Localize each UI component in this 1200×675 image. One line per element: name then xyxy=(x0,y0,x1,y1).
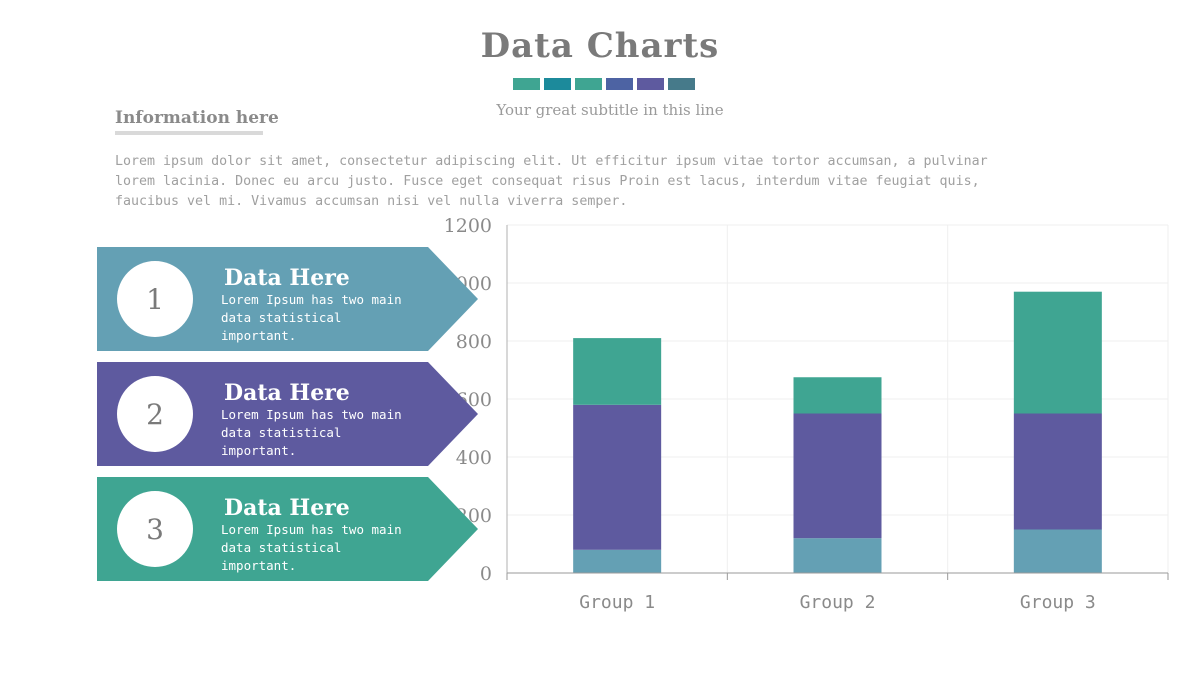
color-swatch xyxy=(668,78,695,90)
y-tick-label: 400 xyxy=(456,447,492,469)
card-title: Data Here xyxy=(224,380,350,406)
bar-segment xyxy=(793,413,882,539)
page-subtitle: Your great subtitle in this line xyxy=(496,101,724,119)
color-swatch xyxy=(606,78,633,90)
card-arrow-shape xyxy=(97,247,478,351)
card-arrow-shape xyxy=(97,477,478,581)
card-description: Lorem Ipsum has two main data statistica… xyxy=(221,292,402,343)
card-number-badge: 1 xyxy=(117,261,193,337)
card-arrow-fill xyxy=(97,477,478,581)
card-arrow-fill xyxy=(97,247,478,351)
y-tick-label: 0 xyxy=(480,563,492,585)
y-tick-label: 1200 xyxy=(444,215,492,237)
color-swatch xyxy=(575,78,602,90)
x-tick-label: Group 1 xyxy=(579,592,655,613)
data-card-2: 2 Data Here Lorem Ipsum has two main dat… xyxy=(97,362,478,466)
bar-segment xyxy=(793,377,882,414)
x-tick-label: Group 2 xyxy=(800,592,876,613)
card-number-badge: 2 xyxy=(117,376,193,452)
info-heading: Information here xyxy=(115,108,279,128)
card-description: Lorem Ipsum has two main data statistica… xyxy=(221,407,402,458)
bar-segment xyxy=(573,338,662,405)
bar-segment xyxy=(1013,413,1102,530)
card-title: Data Here xyxy=(224,265,350,291)
color-swatch xyxy=(544,78,571,90)
card-number-badge: 3 xyxy=(117,491,193,567)
data-card-1: 1 Data Here Lorem Ipsum has two main dat… xyxy=(97,247,478,351)
color-swatch-strip xyxy=(513,78,695,90)
page-title: Data Charts xyxy=(480,26,720,66)
info-body-text: Lorem ipsum dolor sit amet, consectetur … xyxy=(115,154,988,209)
info-heading-underline xyxy=(115,131,263,135)
data-card-3: 3 Data Here Lorem Ipsum has two main dat… xyxy=(97,477,478,581)
x-tick-label: Group 3 xyxy=(1020,592,1096,613)
bar-segment xyxy=(1013,529,1102,573)
y-tick-label: 800 xyxy=(456,331,492,353)
bar-segment xyxy=(573,549,662,573)
bar-segment xyxy=(1013,291,1102,414)
card-arrow-fill xyxy=(97,362,478,466)
card-description: Lorem Ipsum has two main data statistica… xyxy=(221,522,402,573)
color-swatch xyxy=(637,78,664,90)
color-swatch xyxy=(513,78,540,90)
card-title: Data Here xyxy=(224,495,350,521)
bar-segment xyxy=(573,404,662,550)
bar-segment xyxy=(793,538,882,573)
card-arrow-shape xyxy=(97,362,478,466)
